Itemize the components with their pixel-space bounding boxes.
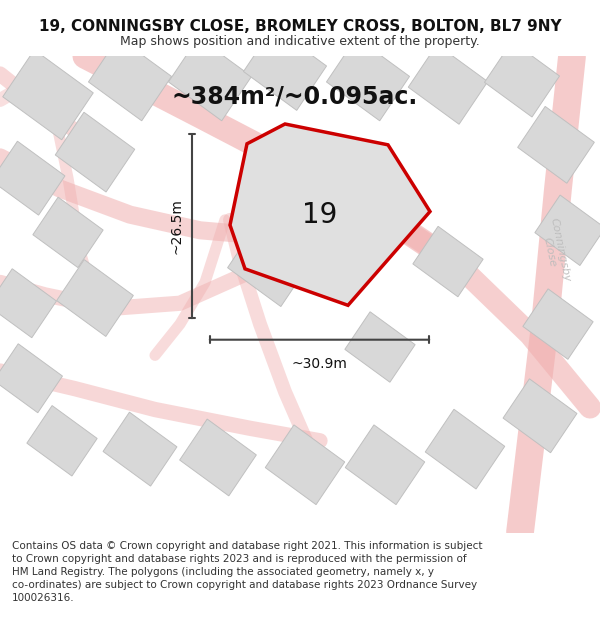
- Text: ~26.5m: ~26.5m: [170, 198, 184, 254]
- Polygon shape: [33, 197, 103, 268]
- Text: ~30.9m: ~30.9m: [292, 357, 347, 371]
- Polygon shape: [103, 412, 177, 486]
- Polygon shape: [484, 41, 560, 117]
- Polygon shape: [535, 195, 600, 266]
- Polygon shape: [0, 269, 56, 338]
- Polygon shape: [523, 289, 593, 359]
- Text: Conningsby Close: Conningsby Close: [242, 154, 347, 216]
- Polygon shape: [413, 226, 483, 297]
- Polygon shape: [0, 141, 65, 215]
- Polygon shape: [227, 221, 313, 306]
- Polygon shape: [230, 124, 430, 306]
- Polygon shape: [0, 344, 62, 412]
- Polygon shape: [408, 44, 488, 124]
- Polygon shape: [179, 419, 256, 496]
- Polygon shape: [518, 106, 595, 183]
- Polygon shape: [326, 38, 410, 121]
- Polygon shape: [169, 38, 251, 121]
- Text: Contains OS data © Crown copyright and database right 2021. This information is : Contains OS data © Crown copyright and d…: [12, 541, 482, 603]
- Polygon shape: [88, 38, 172, 121]
- Polygon shape: [3, 50, 93, 140]
- Polygon shape: [425, 409, 505, 489]
- Text: Map shows position and indicative extent of the property.: Map shows position and indicative extent…: [120, 35, 480, 48]
- Text: Conningsby
Close: Conningsby Close: [538, 217, 572, 285]
- Polygon shape: [27, 406, 97, 476]
- Text: 19: 19: [302, 201, 338, 229]
- Polygon shape: [55, 112, 135, 192]
- Text: 19, CONNINGSBY CLOSE, BROMLEY CROSS, BOLTON, BL7 9NY: 19, CONNINGSBY CLOSE, BROMLEY CROSS, BOL…: [38, 19, 562, 34]
- Polygon shape: [56, 259, 133, 336]
- Polygon shape: [265, 425, 345, 504]
- Polygon shape: [345, 425, 425, 504]
- Text: ~384m²/~0.095ac.: ~384m²/~0.095ac.: [172, 85, 418, 109]
- Polygon shape: [345, 312, 415, 382]
- Polygon shape: [244, 27, 326, 111]
- Polygon shape: [503, 379, 577, 452]
